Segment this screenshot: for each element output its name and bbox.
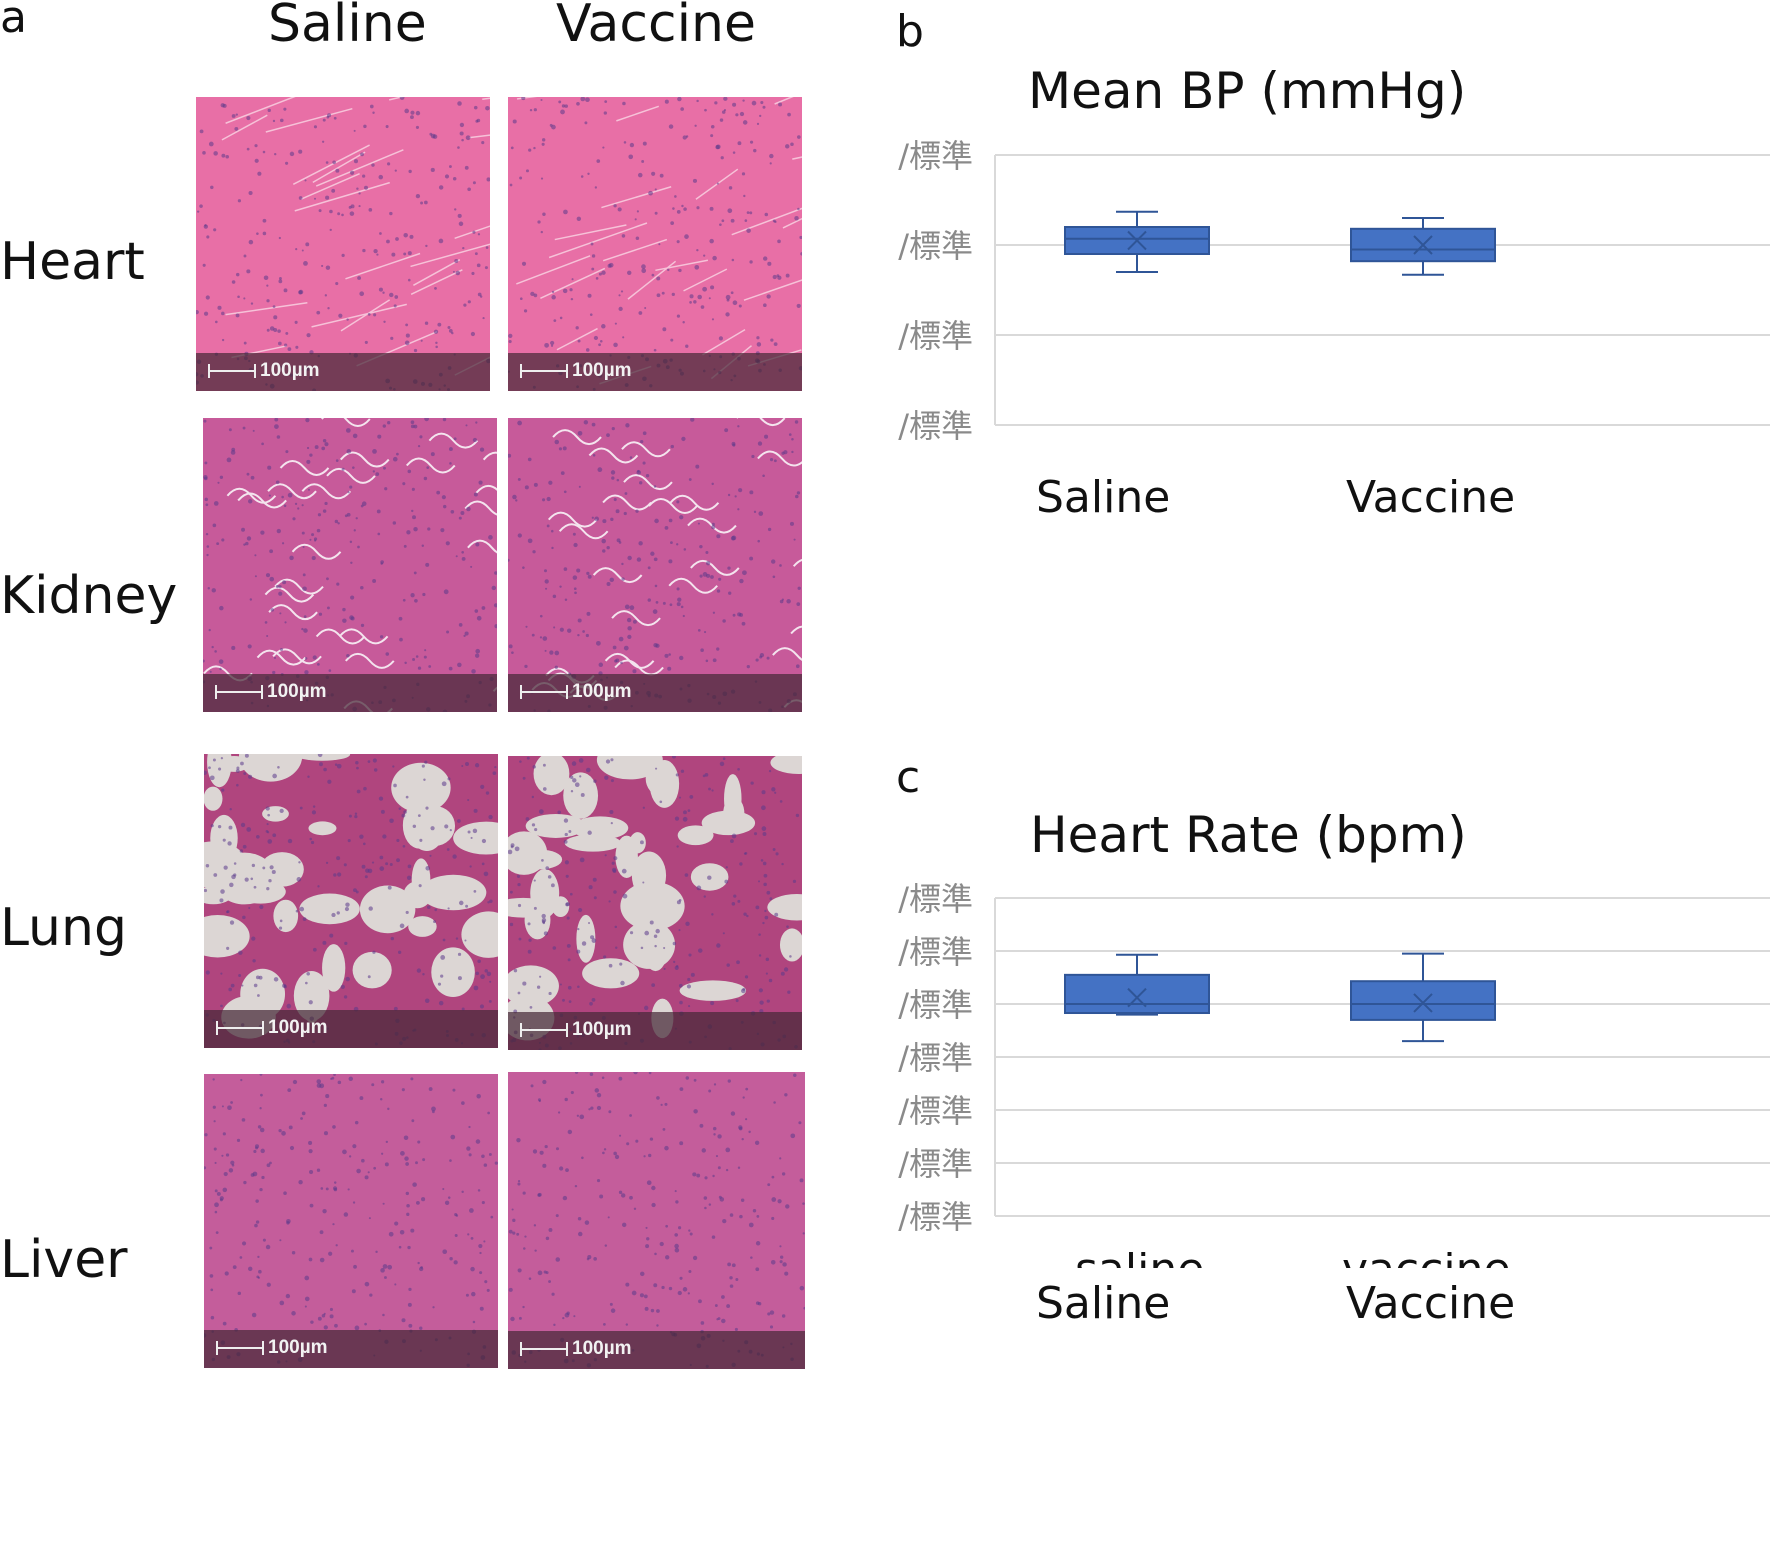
y-tick-label: /標準 [898, 407, 973, 445]
panel-b-letter: b [896, 6, 924, 57]
y-tick-label: /標準 [898, 986, 973, 1024]
scale-bar: 100µm [508, 1012, 802, 1050]
box-saline [1064, 953, 1210, 1016]
scale-bar: 100µm [196, 353, 490, 391]
y-tick-label: /標準 [898, 227, 973, 265]
scale-bar-line [216, 1341, 264, 1355]
panel-a-letter: a [0, 0, 27, 43]
chart-c-plot: /標準/標準/標準/標準/標準/標準/標準 [898, 880, 1770, 1236]
y-tick-label: /標準 [898, 317, 973, 355]
y-tick-label: /標準 [898, 137, 973, 175]
histology-heart-vaccine: 100µm [508, 97, 802, 391]
y-tick-label: /標準 [898, 1039, 973, 1077]
chart-c-category-vaccine: Vaccine [1346, 1278, 1516, 1329]
box-iqr [1064, 973, 1210, 1015]
y-tick-label: /標準 [898, 880, 973, 918]
mean-marker [1127, 230, 1147, 251]
column-header-vaccine: Vaccine [556, 0, 756, 54]
histology-lung-vaccine: 100µm [508, 756, 802, 1050]
scale-bar-line [520, 1342, 568, 1356]
chart-b-title: Mean BP (mmHg) [1028, 62, 1467, 120]
panel-c-letter: c [896, 752, 921, 803]
box-vaccine [1350, 952, 1496, 1043]
histology-lung-saline: 100µm [204, 754, 498, 1048]
scale-bar: 100µm [204, 1330, 498, 1368]
scale-bar-label: 100µm [572, 360, 632, 381]
scale-bar-label: 100µm [267, 681, 327, 702]
scale-bar-label: 100µm [268, 1337, 328, 1358]
chart-b-category-vaccine: Vaccine [1346, 472, 1516, 523]
scale-bar: 100µm [204, 1010, 498, 1048]
y-tick-label: /標準 [898, 1145, 973, 1183]
scale-bar-label: 100µm [572, 681, 632, 702]
y-tick-label: /標準 [898, 933, 973, 971]
histology-liver-vaccine: 100µm [508, 1072, 805, 1369]
row-label-kidney: Kidney [0, 566, 178, 626]
mean-marker [1413, 993, 1433, 1013]
scale-bar-label: 100µm [260, 360, 320, 381]
mean-marker [1127, 987, 1147, 1008]
row-label-heart: Heart [0, 232, 145, 292]
chart-c-title: Heart Rate (bpm) [1030, 806, 1467, 864]
histology-liver-saline: 100µm [204, 1074, 498, 1368]
chart-c-hidden-label-vaccine: vaccine [1342, 1252, 1512, 1268]
box-saline [1064, 210, 1210, 273]
scale-bar-line [520, 685, 568, 699]
y-tick-label: /標準 [898, 1092, 973, 1130]
scale-bar-label: 100µm [572, 1338, 632, 1359]
scale-bar-line [520, 1023, 568, 1037]
row-label-lung: Lung [0, 898, 127, 958]
chart-b-category-saline: Saline [1036, 472, 1171, 523]
chart-c-hidden-label-saline: saline [1075, 1252, 1215, 1268]
chart-c-category-saline: Saline [1036, 1278, 1171, 1329]
histology-heart-saline: 100µm [196, 97, 490, 391]
scale-bar: 100µm [508, 353, 802, 391]
scale-bar-label: 100µm [268, 1017, 328, 1038]
box-iqr [1064, 226, 1210, 255]
histology-kidney-saline: 100µm [203, 418, 497, 712]
row-label-liver: Liver [0, 1230, 128, 1290]
scale-bar: 100µm [508, 674, 802, 712]
box-vaccine [1350, 217, 1496, 276]
chart-b-plot: /標準/標準/標準/標準 [898, 137, 1770, 445]
mean-marker [1413, 235, 1433, 255]
scale-bar: 100µm [203, 674, 497, 712]
y-tick-label: /標準 [898, 1198, 973, 1236]
box-iqr [1350, 980, 1496, 1021]
scale-bar-line [215, 685, 263, 699]
histology-kidney-vaccine: 100µm [508, 418, 802, 712]
scale-bar-line [216, 1021, 264, 1035]
scale-bar-line [520, 364, 568, 378]
scale-bar-line [208, 364, 256, 378]
scale-bar-label: 100µm [572, 1019, 632, 1040]
scale-bar: 100µm [508, 1331, 805, 1369]
column-header-saline: Saline [268, 0, 427, 54]
